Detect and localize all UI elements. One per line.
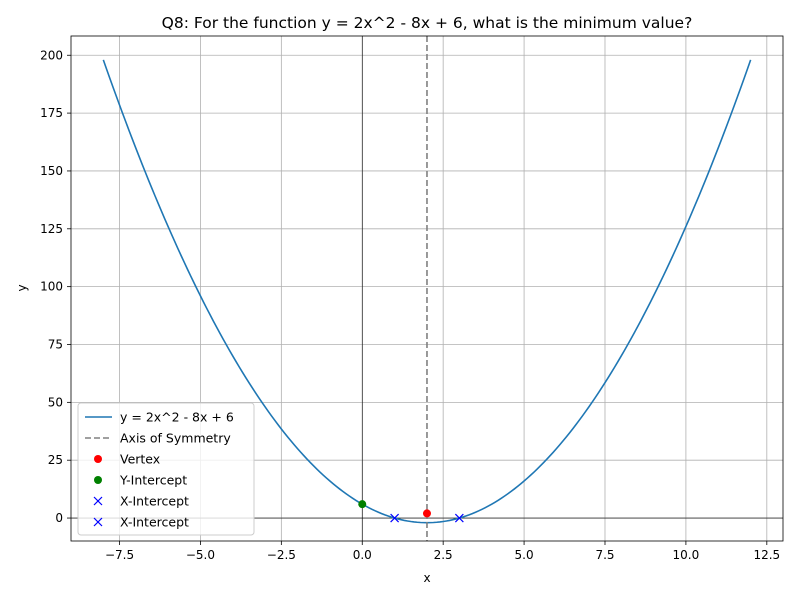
- y-tick-label: 150: [40, 164, 63, 178]
- legend-label: X-Intercept: [120, 515, 189, 530]
- plot-frame: [70, 35, 784, 542]
- y-axis-label: y: [15, 284, 29, 291]
- legend: y = 2x^2 - 8x + 6 Axis of Symmetry Vertex Y…: [77, 402, 255, 536]
- legend-label: Vertex: [120, 452, 160, 467]
- legend-marker-swatch: [94, 476, 102, 484]
- x-intercept-marker: [454, 513, 464, 523]
- y-tick-label: 175: [40, 106, 63, 120]
- legend-entry-y-intercept: Y-Intercept: [94, 473, 187, 488]
- y-tick-label: 75: [48, 337, 63, 351]
- legend-label: y = 2x^2 - 8x + 6: [120, 410, 234, 425]
- x-marker-stroke: [454, 513, 464, 523]
- legend-marker-swatch: [93, 496, 103, 506]
- legend-entry-axis-of-symmetry: Axis of Symmetry: [85, 431, 231, 446]
- y-intercept-marker: [358, 500, 367, 509]
- x-tick-label: 5.0: [515, 548, 534, 562]
- chart-title: Q8: For the function y = 2x^2 - 8x + 6, …: [162, 14, 693, 32]
- legend-entry-x-intercept: X-Intercept: [93, 515, 189, 530]
- legend-marker-swatch: [93, 517, 103, 527]
- x-tick-label: 12.5: [753, 548, 780, 562]
- y-tick-label: 200: [40, 48, 63, 62]
- markers: [358, 500, 464, 523]
- x-marker-stroke: [93, 496, 103, 506]
- legend-label: X-Intercept: [120, 494, 189, 509]
- x-marker-stroke: [390, 513, 400, 523]
- legend-label: Axis of Symmetry: [120, 431, 231, 446]
- x-tick-label: 2.5: [434, 548, 453, 562]
- x-intercept-marker: [390, 513, 400, 523]
- x-tick-label: −7.5: [105, 548, 134, 562]
- y-ticks: 0 25 50 75 100 125 150 175 200: [40, 48, 71, 525]
- x-axis-label: x: [423, 571, 430, 585]
- x-tick-label: −5.0: [186, 548, 215, 562]
- x-tick-label: 0.0: [353, 548, 372, 562]
- y-tick-label: 100: [40, 280, 63, 294]
- legend-box: [77, 402, 255, 536]
- x-tick-label: −2.5: [267, 548, 296, 562]
- legend-marker-swatch: [94, 455, 102, 463]
- legend-entry-x-intercept: X-Intercept: [93, 494, 189, 509]
- y-tick-label: 0: [55, 511, 63, 525]
- x-ticks: −7.5 −5.0 −2.5 0.0 2.5 5.0 7.5 10.0 12.5: [105, 541, 780, 562]
- legend-entry-vertex: Vertex: [94, 452, 160, 467]
- x-marker-stroke: [93, 517, 103, 527]
- vertex-marker: [422, 509, 431, 518]
- y-tick-label: 50: [48, 395, 63, 409]
- y-tick-label: 125: [40, 222, 63, 236]
- legend-label: Y-Intercept: [119, 473, 187, 488]
- x-tick-label: 7.5: [595, 548, 614, 562]
- x-tick-label: 10.0: [673, 548, 700, 562]
- plot-area: [102, 36, 752, 541]
- legend-entry-curve: y = 2x^2 - 8x + 6: [85, 410, 234, 425]
- y-tick-label: 25: [48, 453, 63, 467]
